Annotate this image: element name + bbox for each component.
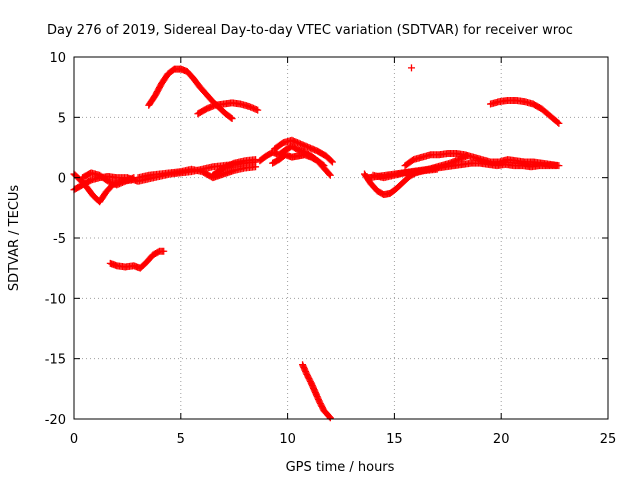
series-arc-6: [145, 65, 236, 123]
series-arc-7: [194, 99, 262, 118]
data-point: [555, 119, 563, 127]
data-point: [326, 414, 334, 422]
series-arc-11: [271, 136, 336, 166]
series-arc-16: [369, 165, 441, 182]
grid-lines: [74, 57, 608, 419]
data-point: [326, 171, 334, 179]
series-arc-17: [487, 96, 563, 127]
data-point: [252, 163, 260, 171]
data-point: [320, 162, 328, 170]
series-arc-8: [106, 247, 168, 272]
data-point: [254, 106, 262, 114]
data-point: [325, 170, 333, 178]
y-tick-label: -15: [45, 353, 66, 368]
series-arc-3: [79, 169, 138, 189]
x-tick-label: 10: [279, 432, 296, 447]
series-arc-10: [269, 151, 328, 170]
y-tick-label: 0: [58, 172, 66, 187]
y-axis-label: SDTVAR / TECUs: [7, 185, 22, 292]
series-arc-15: [401, 150, 563, 170]
y-tick-label: -20: [45, 413, 66, 428]
y-tick-label: -5: [53, 232, 66, 247]
data-point: [327, 157, 335, 165]
y-tick-labels: -20 -15 -10 -5 0 5 10: [45, 51, 66, 428]
y-tick-label: 10: [49, 51, 66, 66]
data-marks: [70, 64, 563, 422]
x-tick-label: 5: [177, 432, 185, 447]
data-point: [319, 161, 327, 169]
x-tick-labels: 0 5 10 15 20 25: [70, 432, 616, 447]
y-tick-label: 5: [58, 111, 66, 126]
data-point: [433, 165, 441, 173]
x-tick-label: 15: [386, 432, 403, 447]
series-outlier: [407, 64, 415, 72]
x-axis-label: GPS time / hours: [286, 460, 395, 475]
chart-title: Day 276 of 2019, Sidereal Day-to-day VTE…: [47, 23, 573, 38]
series-arc-4: [134, 163, 260, 182]
series-arc-5: [209, 156, 260, 179]
data-point: [407, 64, 415, 72]
data-point: [160, 247, 168, 255]
data-point: [328, 158, 336, 166]
axis-ticks: [73, 56, 609, 420]
x-tick-label: 25: [600, 432, 617, 447]
x-tick-label: 0: [70, 432, 78, 447]
data-point: [555, 162, 563, 170]
x-tick-label: 20: [493, 432, 510, 447]
data-point: [227, 114, 235, 122]
y-tick-label: -10: [45, 292, 66, 307]
series-arc-12: [299, 361, 334, 422]
data-point: [554, 118, 562, 126]
data-point: [228, 115, 236, 123]
